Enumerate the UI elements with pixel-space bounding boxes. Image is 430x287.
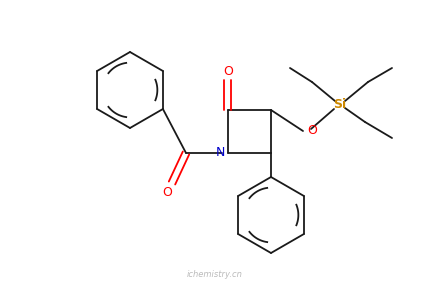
Text: N: N — [215, 146, 224, 160]
Text: O: O — [162, 187, 172, 199]
Text: O: O — [306, 125, 316, 137]
Text: ichemistry.cn: ichemistry.cn — [187, 271, 243, 280]
Text: O: O — [223, 65, 232, 77]
Text: Si: Si — [333, 98, 346, 112]
